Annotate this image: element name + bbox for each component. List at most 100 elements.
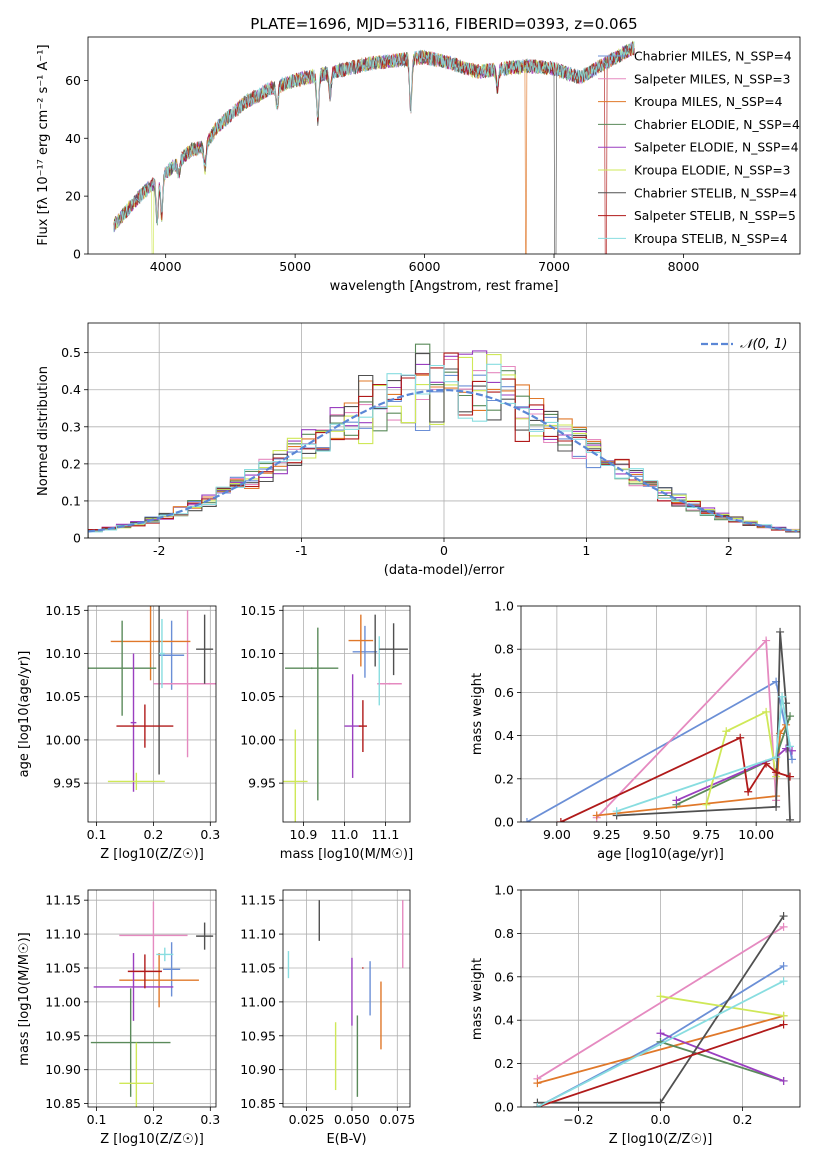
line-kroupa-miles bbox=[596, 724, 787, 817]
y-tick-label: 0.8 bbox=[494, 642, 514, 657]
y-tick-label: 10.05 bbox=[240, 689, 276, 704]
chart-title: PLATE=1696, MJD=53116, FIBERID=0393, z=0… bbox=[250, 15, 637, 33]
chart-1: -2 -1 0 1 2 0 0.1 0.2 0.3 0.4 0.5 (data-model)/erro… bbox=[36, 322, 801, 578]
plot-area bbox=[88, 606, 216, 792]
marker-salpeter-elodie bbox=[779, 1076, 788, 1085]
marker-chabrier-stelib bbox=[779, 912, 788, 921]
line-salpeter-elodie bbox=[676, 747, 793, 802]
marker-kroupa-stelib bbox=[786, 742, 795, 751]
x-axis-label: Z [log10(Z/Z☉)] bbox=[609, 1132, 713, 1147]
x-axis-label: age [log10(age/yr)] bbox=[597, 847, 724, 862]
x-tick-label: 0.025 bbox=[289, 1112, 325, 1127]
y-tick-label: 10.15 bbox=[45, 603, 81, 618]
line-salpeter-stelib bbox=[560, 736, 791, 822]
y-tick-label: 0.0 bbox=[494, 815, 514, 830]
legend-label-chabrier-stelib: Chabrier STELIB, N_SSP=4 bbox=[634, 186, 797, 200]
histogram-chabrier-stelib bbox=[88, 353, 800, 538]
y-tick-label: 10.95 bbox=[240, 1028, 276, 1043]
y-tick-label: 10.05 bbox=[45, 689, 81, 704]
y-tick-label: 11.05 bbox=[45, 960, 81, 975]
axes-frame bbox=[520, 605, 801, 823]
marker-salpeter-stelib bbox=[786, 772, 795, 781]
y-tick-label: 10.85 bbox=[45, 1096, 81, 1111]
y-tick-label: 10.00 bbox=[45, 732, 81, 747]
marker-chabrier-stelib bbox=[656, 1098, 665, 1107]
x-tick-label: 8000 bbox=[668, 259, 700, 274]
line-kroupa-stelib bbox=[536, 980, 785, 1107]
marker-kroupa-miles bbox=[533, 1079, 542, 1088]
axes-frame bbox=[282, 889, 411, 1108]
x-tick-label: 0.075 bbox=[379, 1112, 415, 1127]
x-axis-label: E(B-V) bbox=[326, 1132, 366, 1147]
y-tick-label: 0.2 bbox=[494, 1056, 514, 1071]
x-tick-label: 11.0 bbox=[331, 827, 359, 842]
x-axis-label: Z [log10(Z/Z☉)] bbox=[100, 847, 204, 862]
marker-kroupa-elodie bbox=[722, 727, 731, 736]
line-salpeter-miles bbox=[536, 926, 785, 1080]
y-tick-label: 0.2 bbox=[494, 771, 514, 786]
plot-area bbox=[287, 900, 404, 1097]
y-tick-label: 11.00 bbox=[240, 994, 276, 1009]
line-kroupa-miles bbox=[537, 1015, 784, 1084]
y-tick-label: 11.15 bbox=[240, 893, 276, 908]
y-tick-label: 10.00 bbox=[240, 732, 276, 747]
marker-salpeter-stelib bbox=[772, 768, 781, 777]
y-tick-label: 0.4 bbox=[61, 382, 81, 397]
axes-frame bbox=[87, 889, 217, 1108]
y-tick-label: 11.15 bbox=[45, 893, 81, 908]
y-tick-label: 60 bbox=[65, 73, 81, 88]
marker-salpeter-elodie bbox=[656, 1029, 665, 1038]
marker-chabrier-stelib bbox=[786, 815, 795, 822]
y-axis-label: mass [log10(M/M☉)] bbox=[17, 932, 32, 1065]
legend-label-kroupa-elodie: Kroupa ELODIE, N_SSP=3 bbox=[634, 164, 790, 178]
y-axis-label: age [log10(age/yr)] bbox=[17, 651, 32, 778]
marker-salpeter-stelib bbox=[744, 787, 753, 796]
line-chabrier-elodie bbox=[660, 1041, 784, 1082]
marker-salpeter-miles bbox=[762, 636, 771, 645]
line-salpeter-stelib bbox=[537, 1023, 784, 1107]
x-axis-label: mass [log10(M/M☉)] bbox=[280, 847, 413, 862]
chart-4: 9.00 9.25 9.50 9.75 10.00 0.0 0.2 0.4 0.6 0.8 1.0 a… bbox=[470, 599, 801, 862]
y-tick-label: 0.6 bbox=[494, 685, 514, 700]
marker-chabrier-miles bbox=[522, 818, 531, 822]
histogram-kroupa-stelib bbox=[88, 363, 800, 538]
marker-salpeter-stelib bbox=[779, 1020, 788, 1029]
x-tick-label: 0.1 bbox=[87, 827, 107, 842]
marker-kroupa-stelib bbox=[612, 807, 621, 816]
y-tick-label: 10.90 bbox=[240, 1062, 276, 1077]
x-axis-label: wavelength [Angstrom, rest frame] bbox=[330, 279, 559, 294]
y-tick-label: 10.10 bbox=[45, 646, 81, 661]
y-tick-label: 0.5 bbox=[61, 345, 81, 360]
spectrum-kroupa-stelib bbox=[113, 41, 635, 233]
x-tick-label: 0.1 bbox=[87, 1112, 107, 1127]
legend-label-chabrier-elodie: Chabrier ELODIE, N_SSP=4 bbox=[634, 118, 800, 132]
legend-label-salpeter-miles: Salpeter MILES, N_SSP=3 bbox=[634, 72, 790, 86]
y-tick-label: 0.4 bbox=[494, 728, 514, 743]
y-tick-label: 1.0 bbox=[494, 599, 514, 614]
x-axis-label: (data-model)/error bbox=[384, 563, 505, 578]
x-tick-label: 9.50 bbox=[643, 827, 671, 842]
marker-kroupa-elodie bbox=[762, 707, 771, 716]
x-tick-label: 0.2 bbox=[143, 827, 163, 842]
x-tick-label: -2 bbox=[153, 543, 165, 558]
legend-label-salpeter-stelib: Salpeter STELIB, N_SSP=5 bbox=[634, 209, 796, 223]
y-tick-label: 0.4 bbox=[494, 1013, 514, 1028]
x-axis-label: Z [log10(Z/Z☉)] bbox=[100, 1132, 204, 1147]
legend-label-chabrier-miles: Chabrier MILES, N_SSP=4 bbox=[634, 50, 792, 64]
plot-area bbox=[283, 614, 408, 822]
marker-kroupa-stelib bbox=[772, 753, 781, 762]
plot-area bbox=[533, 912, 788, 1107]
line-salpeter-elodie bbox=[660, 1032, 784, 1082]
marker-kroupa-elodie bbox=[656, 992, 665, 1001]
y-tick-label: 0 bbox=[73, 531, 81, 546]
x-tick-label: 0 bbox=[440, 543, 448, 558]
legend-label-salpeter-elodie: Salpeter ELODIE, N_SSP=4 bbox=[634, 141, 799, 155]
y-tick-label: 9.95 bbox=[248, 776, 276, 791]
y-tick-label: 20 bbox=[65, 189, 81, 204]
plot-area bbox=[113, 40, 635, 254]
x-tick-label: 7000 bbox=[538, 259, 570, 274]
axes-frame bbox=[87, 605, 217, 823]
chart-0: 4000 5000 6000 7000 8000 0 20 40 60 wavelength [A… bbox=[36, 15, 801, 294]
chart-2: 0.1 0.2 0.3 9.95 10.00 10.05 10.10 10.15 Z [log1… bbox=[17, 603, 220, 862]
marker-salpeter-stelib bbox=[736, 733, 745, 742]
